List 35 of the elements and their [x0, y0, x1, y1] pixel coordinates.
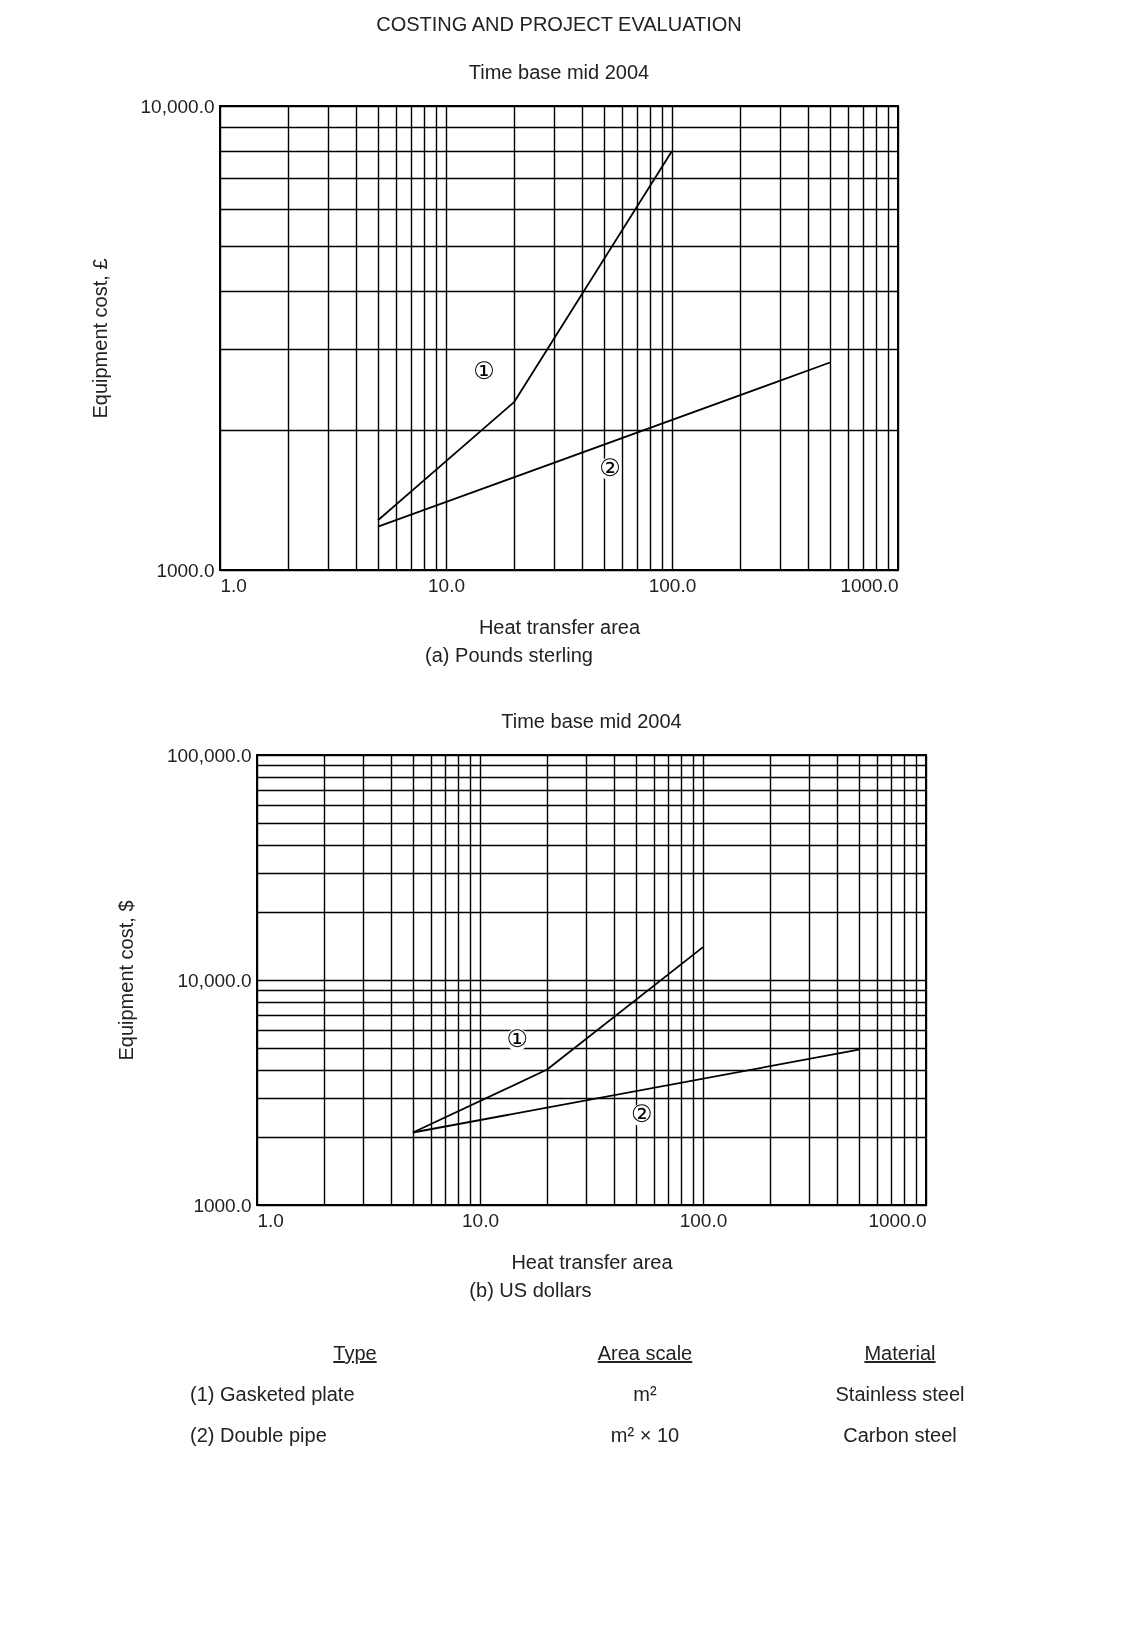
x-axis-title: Heat transfer area	[511, 1250, 674, 1273]
text: Type	[332, 1342, 378, 1365]
text: (2) Double pipe	[190, 1424, 328, 1447]
y-tick-label: 10,000.0	[140, 95, 215, 117]
y-tick-label: 1000.0	[193, 1194, 252, 1216]
chart-title: COSTING AND PROJECT EVALUATION	[376, 13, 742, 35]
text: Stainless steel	[834, 1383, 966, 1406]
text: m²	[632, 1383, 658, 1406]
text: (a) Pounds sterling	[424, 644, 594, 667]
text: Carbon steel	[842, 1424, 958, 1447]
x-tick-label: 10.0	[462, 1209, 499, 1231]
series-label: ②	[599, 453, 621, 482]
chart-subtitle: Time base mid 2004	[468, 61, 650, 83]
text: m² × 10	[609, 1424, 681, 1447]
series-label: ②	[631, 1100, 653, 1129]
x-tick-label: 1000.0	[840, 574, 899, 596]
text: Material	[863, 1342, 937, 1365]
x-tick-label: 100.0	[679, 1209, 728, 1231]
y-axis-title: Equipment cost, $	[114, 900, 137, 1061]
x-tick-label: 10.0	[428, 574, 465, 596]
text: (b) US dollars	[468, 1279, 593, 1302]
y-tick-label: 10,000.0	[177, 969, 252, 991]
series-label: ①	[473, 357, 495, 386]
text: Area scale	[596, 1342, 694, 1365]
series-label: ①	[506, 1024, 528, 1053]
x-axis-title: Heat transfer area	[478, 615, 641, 638]
chart-title: Time base mid 2004	[501, 710, 682, 732]
x-tick-label: 1000.0	[868, 1209, 927, 1231]
y-tick-label: 100,000.0	[166, 744, 252, 766]
x-tick-label: 1.0	[220, 574, 247, 596]
y-tick-label: 1000.0	[156, 559, 215, 581]
text: (1) Gasketed plate	[190, 1383, 356, 1406]
x-tick-label: 1.0	[257, 1209, 284, 1231]
x-tick-label: 100.0	[648, 574, 697, 596]
y-axis-title: Equipment cost, £	[88, 258, 111, 419]
